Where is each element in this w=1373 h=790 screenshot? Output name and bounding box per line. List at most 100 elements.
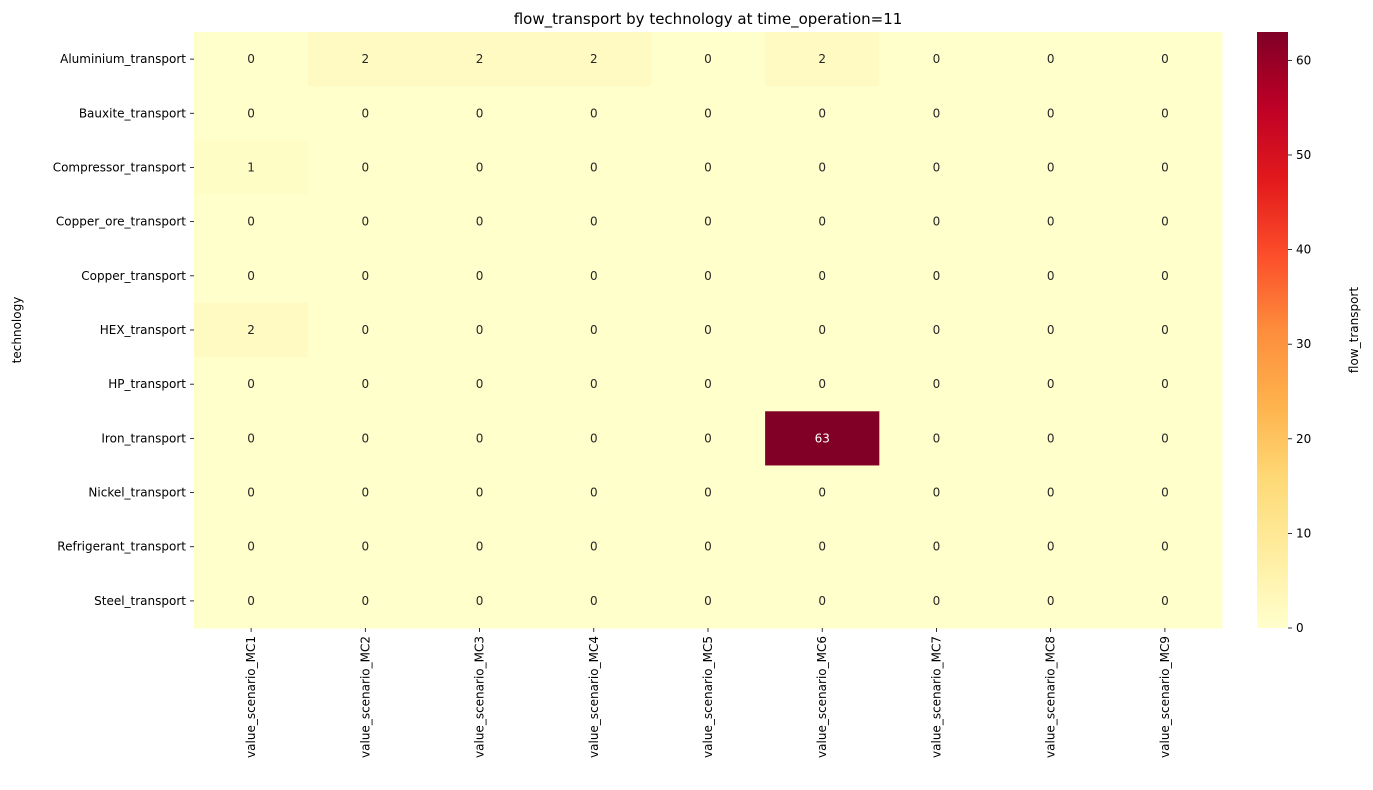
heatmap-cell [993,411,1109,466]
heatmap-cell [194,357,309,412]
cell-value-label: 0 [704,106,712,120]
colorbar-tick-label: 30 [1296,337,1311,351]
cell-value-label: 0 [476,377,484,391]
cell-value-label: 0 [1047,52,1055,66]
heatmap-cell [879,357,995,412]
heatmap-cell [879,573,995,629]
cell-value-labels: 0 2 2 2 0 2 0 0 0 0 0 0 0 0 0 0 0 0 1 0 0 0 0 0 0 0 0 0 0 0 0 0 0 0 0 0 0 0 0 0… [247,52,1168,608]
y-axis-ticks: Aluminium_transport Bauxite_transport Comp… [53,52,194,608]
heatmap-cell [993,194,1109,250]
cell-value-label: 0 [247,52,255,66]
cell-value-label: 0 [1047,323,1055,337]
heatmap-cell [536,519,652,575]
heatmap-cell [1107,140,1223,196]
cell-value-label: 1 [247,160,255,174]
heatmap-cell [194,573,309,629]
cell-value-label: 0 [590,323,598,337]
heatmap-cell [422,248,538,304]
heatmap-cell [422,465,538,521]
colorbar-ticks: 0 10 20 30 40 50 60 [1288,53,1311,635]
x-tick-label: value_scenario_MC6 [815,636,829,758]
heatmap-cell [1107,465,1223,521]
cell-value-label: 0 [1047,431,1055,445]
cell-value-label: 2 [247,323,255,337]
cell-value-label: 0 [704,540,712,554]
cell-value-label: 0 [590,269,598,283]
cell-value-label: 0 [590,106,598,120]
cell-value-label: 0 [362,594,370,608]
heatmap-cell [536,140,652,196]
heatmap-cell [308,140,423,196]
heatmap-cell [879,411,995,466]
heatmap-cell [536,86,652,141]
cell-value-label: 0 [1047,540,1055,554]
cell-value-label: 0 [818,106,826,120]
cell-value-label: 0 [1047,215,1055,229]
heatmap-cell [765,357,880,412]
heatmap-cell [308,411,423,466]
heatmap-cell [194,302,309,358]
cell-value-label: 0 [476,323,484,337]
cell-value-label: 0 [247,377,255,391]
heatmap-cell [536,194,652,250]
y-tick-label: Nickel_transport [88,486,186,500]
heatmap-cell [536,32,652,87]
heatmap-cell [650,573,766,629]
heatmap-cell [422,573,538,629]
heatmap-cell [650,465,766,521]
heatmap-cell [1107,519,1223,575]
cell-value-label: 2 [476,52,484,66]
cell-value-label: 0 [590,215,598,229]
cell-value-label: 0 [362,269,370,283]
heatmap-cell [650,302,766,358]
colorbar-tick-label: 60 [1296,53,1311,67]
cell-value-label: 0 [1047,594,1055,608]
cell-value-label: 2 [818,52,826,66]
cell-value-label: 0 [362,106,370,120]
cell-value-label: 0 [704,52,712,66]
cell-value-label: 0 [247,215,255,229]
heatmap-cell [650,140,766,196]
x-tick-label: value_scenario_MC5 [701,636,715,758]
heatmap-cell [1107,302,1223,358]
colorbar-tick-label: 10 [1296,526,1311,540]
heatmap-cell [422,86,538,141]
y-tick-label: HP_transport [108,377,186,391]
cell-value-label: 0 [704,431,712,445]
cell-value-label: 0 [247,431,255,445]
heatmap-cell [993,86,1109,141]
heatmap-cell [1107,573,1223,629]
heatmap-cell [1107,248,1223,304]
heatmap-cell [536,302,652,358]
heatmap-cell [194,519,309,575]
cell-value-label: 0 [1161,215,1169,229]
cell-value-label: 0 [362,160,370,174]
heatmap-cell [879,140,995,196]
heatmap-cell [765,411,880,466]
heatmap-cell [308,248,423,304]
heatmap-cell [308,573,423,629]
cell-value-label: 0 [476,269,484,283]
cell-value-label: 0 [1161,377,1169,391]
y-tick-label: Copper_transport [81,269,186,283]
heatmap-cell [879,519,995,575]
x-tick-label: value_scenario_MC4 [587,636,601,758]
cell-value-label: 0 [818,486,826,500]
heatmap-cell [422,302,538,358]
heatmap-cell [194,248,309,304]
heatmap-cell [993,357,1109,412]
heatmap-cell [765,194,880,250]
cell-value-label: 0 [476,594,484,608]
cell-value-label: 0 [704,594,712,608]
x-tick-label: value_scenario_MC3 [473,636,487,758]
cell-value-label: 0 [1161,52,1169,66]
heatmap-cell [993,140,1109,196]
cell-value-label: 0 [590,160,598,174]
heatmap-cell [879,302,995,358]
y-tick-label: Iron_transport [101,431,186,445]
heatmap-cell [765,519,880,575]
heatmap-cell [765,465,880,521]
cell-value-label: 0 [933,106,941,120]
y-tick-label: Refrigerant_transport [57,540,186,554]
